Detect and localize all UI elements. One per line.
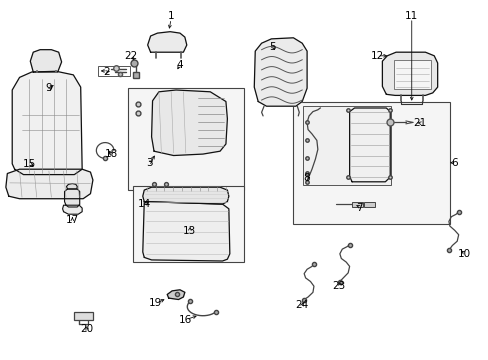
Polygon shape: [254, 38, 306, 106]
Polygon shape: [12, 71, 82, 175]
Bar: [393, 60, 430, 89]
Text: 13: 13: [183, 226, 196, 236]
Polygon shape: [349, 108, 389, 182]
Bar: [303, 106, 390, 185]
Text: 4: 4: [176, 60, 183, 70]
Text: 11: 11: [404, 11, 418, 21]
Text: 22: 22: [124, 51, 138, 61]
Polygon shape: [6, 169, 93, 199]
Text: 24: 24: [295, 300, 308, 310]
Text: 5: 5: [269, 42, 276, 52]
Bar: [98, 66, 129, 76]
Text: 7: 7: [355, 203, 362, 213]
Text: 16: 16: [179, 315, 192, 325]
Text: 8: 8: [303, 173, 309, 183]
Bar: [74, 312, 93, 320]
Polygon shape: [142, 202, 229, 261]
Polygon shape: [66, 184, 77, 189]
Text: 6: 6: [450, 158, 457, 168]
Polygon shape: [64, 189, 80, 207]
Text: 19: 19: [148, 298, 162, 308]
Polygon shape: [167, 290, 184, 300]
Bar: [351, 202, 362, 207]
Text: 21: 21: [412, 118, 426, 128]
Polygon shape: [142, 187, 228, 204]
Bar: [293, 102, 449, 224]
Polygon shape: [151, 90, 227, 156]
Text: 15: 15: [22, 159, 36, 169]
Text: 23: 23: [331, 281, 345, 291]
Text: 2: 2: [103, 67, 110, 77]
Bar: [128, 88, 244, 190]
Text: 12: 12: [370, 51, 384, 61]
Text: 3: 3: [145, 158, 152, 168]
Polygon shape: [382, 52, 437, 95]
Bar: [133, 186, 244, 262]
Text: 17: 17: [65, 215, 79, 225]
Text: 18: 18: [104, 149, 118, 159]
Polygon shape: [147, 32, 186, 52]
Text: 20: 20: [81, 324, 93, 334]
Text: 10: 10: [457, 249, 470, 259]
Bar: [363, 202, 374, 207]
Polygon shape: [30, 50, 61, 72]
Polygon shape: [62, 205, 82, 214]
Text: 9: 9: [45, 83, 52, 93]
Text: 14: 14: [137, 199, 151, 210]
Text: 1: 1: [167, 11, 174, 21]
